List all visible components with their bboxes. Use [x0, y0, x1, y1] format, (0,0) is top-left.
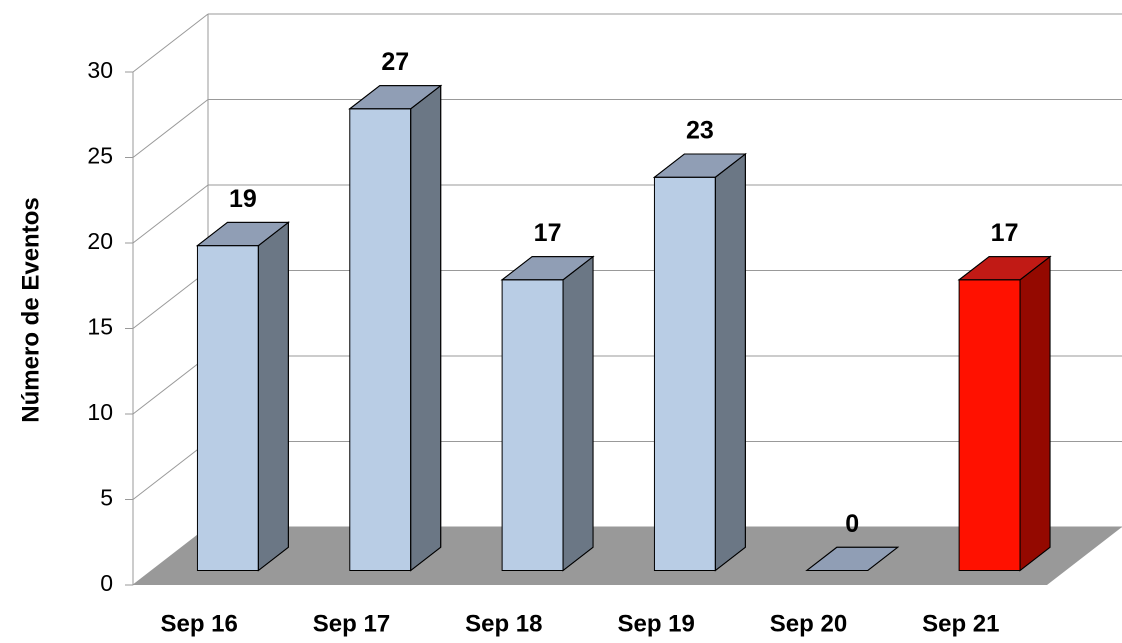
y-tick-label: 20: [87, 228, 113, 254]
data-label: 19: [229, 185, 257, 213]
data-label: 17: [991, 219, 1019, 247]
y-tick-label: 5: [100, 485, 113, 511]
data-label: 27: [381, 48, 409, 76]
bar-top-shade: [652, 153, 747, 178]
y-tick-label: 30: [87, 57, 113, 83]
bar-side-shade: [1019, 255, 1051, 572]
y-tick-label: 25: [87, 143, 113, 169]
data-label: 17: [534, 219, 562, 247]
bar-top-shade: [348, 85, 443, 110]
bar-side-shade: [714, 152, 746, 572]
x-tick-label: Sep 18: [465, 610, 542, 637]
data-label: 0: [845, 510, 859, 538]
y-tick-label: 0: [100, 570, 113, 596]
bar-top-shade: [195, 221, 290, 247]
x-tick-label: Sep 21: [922, 610, 999, 637]
grid-line: [132, 99, 209, 158]
grid-line: [132, 355, 209, 415]
bar-front: [653, 176, 716, 571]
x-tick-label: Sep 16: [160, 610, 237, 637]
x-tick-label: Sep 20: [770, 610, 847, 637]
bar-top-shade: [805, 546, 900, 571]
x-tick-label: Sep 19: [617, 610, 694, 637]
bar-side-shade: [257, 221, 289, 572]
bar-top-shade: [500, 256, 595, 281]
bar-front: [349, 108, 412, 572]
y-axis-label: Número de Eventos: [17, 197, 44, 422]
grid-line: [132, 270, 209, 329]
bar-front: [196, 245, 259, 571]
grid-line: [132, 184, 209, 244]
bar-front: [501, 279, 564, 571]
bar-side-shade: [410, 84, 442, 572]
bar-side-shade: [562, 255, 594, 572]
grid-line: [132, 441, 209, 500]
y-tick-label: 10: [87, 399, 113, 425]
y-tick-label: 15: [87, 314, 113, 340]
bar-top-shade: [957, 256, 1052, 281]
bar-front: [958, 279, 1021, 571]
grid-line: [132, 526, 209, 586]
data-label: 23: [686, 117, 714, 145]
x-tick-label: Sep 17: [313, 610, 390, 637]
grid-line: [132, 13, 209, 73]
